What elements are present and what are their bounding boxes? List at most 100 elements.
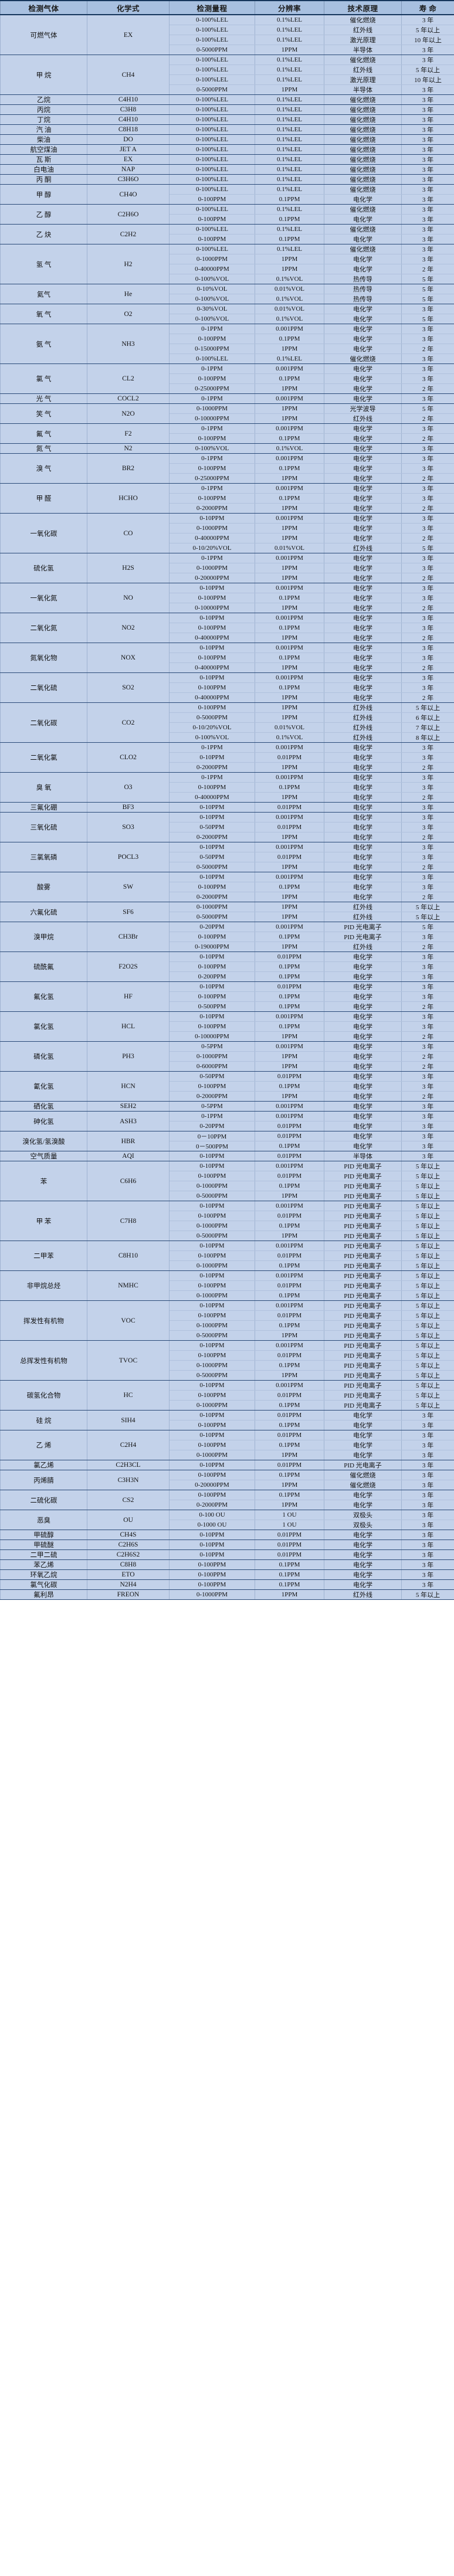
lifetime-cell: 3 年 xyxy=(401,852,454,862)
gas-name-cell: 氯 气 xyxy=(0,363,87,394)
table-row: 0-100%VOL 0.1%VOL 电化学 5 年 xyxy=(1,314,454,324)
gas-name-cell: 环氧乙烷 xyxy=(0,1569,87,1580)
gas-name-cell: 苯 xyxy=(0,1161,87,1201)
resolution-cell: 0.1PPM xyxy=(255,623,324,633)
resolution-cell: 1PPM xyxy=(255,832,324,842)
detection-range-cell: 0-100PPM xyxy=(169,234,255,244)
lifetime-cell: 3 年 xyxy=(401,971,454,982)
resolution-cell: 1PPM xyxy=(255,344,324,354)
technology-cell: PID 光电离子 xyxy=(324,1260,402,1271)
resolution-cell: 0.1PPM xyxy=(255,961,324,972)
detection-range-cell: 0-100%LEL xyxy=(169,184,255,195)
lifetime-cell: 5 年 xyxy=(401,543,454,553)
lifetime-cell: 5 年以上 xyxy=(401,1290,454,1301)
technology-cell: 双极头 xyxy=(324,1510,402,1520)
technology-cell: 催化燃烧 xyxy=(324,164,402,175)
lifetime-cell: 2 年 xyxy=(401,383,454,394)
lifetime-cell: 3 年 xyxy=(401,144,454,155)
lifetime-cell: 3 年 xyxy=(401,1559,454,1570)
table-row: 环氧乙烷 ETO 0-100PPM 0.1PPM 电化学 3 年 xyxy=(0,1569,454,1580)
detection-range-cell: 0-100PPM xyxy=(169,334,255,344)
resolution-cell: 0.01PPM xyxy=(255,1410,324,1420)
table-row: 非甲烷总烃 NMHC 0-10PPM 0.001PPM PID 光电离子 5 年以上 xyxy=(0,1270,454,1301)
resolution-cell: 0.1%LEL xyxy=(255,204,324,215)
lifetime-cell: 2 年 xyxy=(401,892,454,902)
gas-name-cell: 溴甲烷 xyxy=(0,922,87,952)
detection-range-cell: 0-10PPM xyxy=(169,981,255,992)
detection-range-cell: 0-100%LEL xyxy=(169,94,255,105)
technology-cell: 电化学 xyxy=(324,951,402,962)
table-row: 二甲苯 C8H10 0-10PPM 0.001PPM PID 光电离子 5 年以上 xyxy=(0,1241,454,1271)
table-row: 0-40000PPM 1PPM 电化学 2 年 xyxy=(1,792,454,803)
gas-name-cell: 三氟化硼 xyxy=(0,802,87,813)
table-row: 0-40000PPM 1PPM 电化学 2 年 xyxy=(1,692,454,703)
chemical-formula-cell: EX xyxy=(87,154,170,165)
resolution-cell: 0.1PPM xyxy=(255,1181,324,1191)
gas-name-cell: 总挥发性有机物 xyxy=(0,1340,87,1381)
chemical-formula-cell: O2 xyxy=(87,304,170,324)
technology-cell: 电化学 xyxy=(324,363,402,374)
lifetime-cell: 2 年 xyxy=(401,692,454,703)
table-row: 0-40000PPM 1PPM 电化学 2 年 xyxy=(1,633,454,643)
technology-cell: 电化学 xyxy=(324,872,402,882)
lifetime-cell: 10 年以上 xyxy=(401,35,454,45)
lifetime-cell: 3 年 xyxy=(401,672,454,683)
chemical-formula-cell: NOX xyxy=(87,643,170,673)
detection-range-cell: 0-50PPM xyxy=(169,822,255,832)
technology-cell: 催化燃烧 xyxy=(324,174,402,185)
resolution-cell: 0.001PPM xyxy=(255,1041,324,1052)
gas-name-cell: 二氧化碳 xyxy=(0,702,87,743)
lifetime-cell: 3 年 xyxy=(401,134,454,145)
table-row: 0-25000PPM 1PPM 电化学 2 年 xyxy=(1,383,454,394)
chemical-formula-cell: POCL3 xyxy=(87,842,170,872)
lifetime-cell: 3 年 xyxy=(401,1440,454,1450)
technology-cell: 电化学 xyxy=(324,214,402,225)
lifetime-cell: 5 年以上 xyxy=(401,1390,454,1401)
lifetime-cell: 2 年 xyxy=(401,1001,454,1012)
gas-name-cell: 白电油 xyxy=(0,164,87,175)
technology-cell: PID 光电离子 xyxy=(324,1270,402,1281)
lifetime-cell: 3 年 xyxy=(401,204,454,215)
header-gas: 检测气体 xyxy=(0,0,87,15)
technology-cell: 红外线 xyxy=(324,712,402,723)
table-row: 0-50PPM 0.01PPM 电化学 3 年 xyxy=(1,822,454,832)
technology-cell: 红外线 xyxy=(324,732,402,743)
detection-range-cell: 0-100%VOL xyxy=(169,443,255,454)
detection-range-cell: 0-100PPM xyxy=(169,593,255,603)
detection-range-cell: 0-100%LEL xyxy=(169,224,255,235)
resolution-cell: 0.01PPM xyxy=(255,1171,324,1181)
resolution-cell: 0.1PPM xyxy=(255,433,324,444)
detection-range-cell: 0-2000PPM xyxy=(169,1091,255,1102)
technology-cell: 电化学 xyxy=(324,1559,402,1570)
table-row: 甲 醛 HCHO 0-1PPM 0.001PPM 电化学 3 年 xyxy=(0,483,454,514)
chemical-formula-cell: N2O xyxy=(87,403,170,424)
technology-cell: 催化燃烧 xyxy=(324,224,402,235)
lifetime-cell: 5 年以上 xyxy=(401,1350,454,1361)
table-header: 检测气体 化学式 检测量程 分辨率 技术原理 寿 命 xyxy=(0,0,454,15)
resolution-cell: 0.001PPM xyxy=(255,1101,324,1112)
technology-cell: 电化学 xyxy=(324,1410,402,1420)
lifetime-cell: 5 年以上 xyxy=(401,1320,454,1331)
table-row: 空气质量 AQI 0-10PPM 0.01PPM 半导体 3 年 xyxy=(0,1151,454,1161)
detection-range-cell: 0-40000PPM xyxy=(169,662,255,673)
detection-range-cell: 0-100PPM xyxy=(169,1490,255,1500)
detection-range-cell: 0-100PPM xyxy=(169,682,255,693)
lifetime-cell: 3 年 xyxy=(401,1430,454,1440)
detection-range-cell: 0-100%LEL xyxy=(169,354,255,364)
resolution-cell: 1PPM xyxy=(255,1231,324,1241)
resolution-cell: 0.001PPM xyxy=(255,1201,324,1211)
technology-cell: 催化燃烧 xyxy=(324,55,402,65)
chemical-formula-cell: HBR xyxy=(87,1131,170,1151)
table-row: 0－500PPM 0.1PPM 电化学 3 年 xyxy=(1,1141,454,1151)
technology-cell: 催化燃烧 xyxy=(324,1480,402,1490)
lifetime-cell: 5 年以上 xyxy=(401,1300,454,1311)
detection-range-cell: 0-20000PPM xyxy=(169,573,255,583)
resolution-cell: 0.01PPM xyxy=(255,1530,324,1540)
lifetime-cell: 5 年以上 xyxy=(401,1161,454,1171)
resolution-cell: 0.1%VOL xyxy=(255,274,324,284)
detection-range-cell: 0-1PPM xyxy=(169,453,255,464)
lifetime-cell: 3 年 xyxy=(401,1081,454,1092)
resolution-cell: 0.01%VOL xyxy=(255,284,324,294)
gas-name-cell: 乙 烯 xyxy=(0,1430,87,1460)
technology-cell: 电化学 xyxy=(324,473,402,484)
